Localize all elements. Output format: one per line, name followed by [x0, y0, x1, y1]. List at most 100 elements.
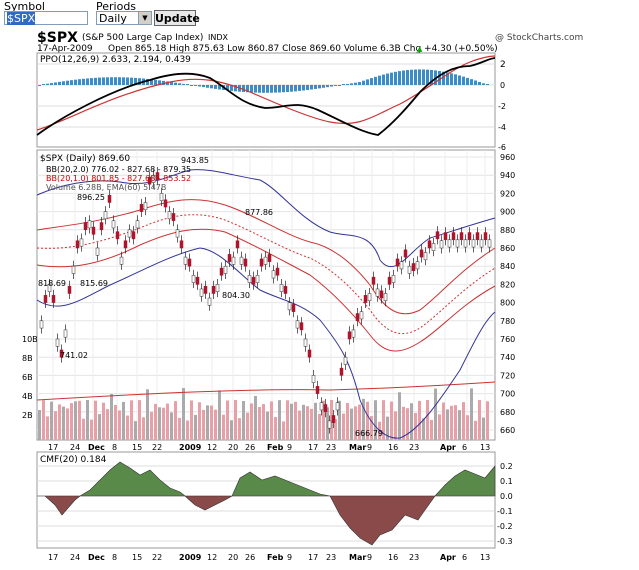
volume-bar: [42, 400, 45, 440]
annotation-818: 818.69: [38, 279, 66, 288]
ppo-histogram-bar: [402, 70, 405, 85]
periods-select-value: Daily: [99, 12, 127, 25]
price-candle: [311, 375, 316, 383]
price-candle: [71, 265, 76, 274]
annotation-666: 666.79: [355, 429, 383, 438]
update-button[interactable]: Update: [154, 10, 200, 26]
price-candle: [451, 232, 456, 241]
ppo-tick-4: -4: [498, 123, 506, 132]
x-axis-cmf: 17 24 Dec 8 15 22 2009 12 20 26 Feb 9 17 23 Mar 9 16 23 Ap…: [48, 553, 490, 562]
ppo-histogram-bar: [422, 69, 425, 85]
ppo-histogram-bar: [98, 77, 101, 85]
ppo-tick-1: 2: [500, 60, 506, 70]
volume-bar: [98, 414, 101, 440]
price-candle: [167, 211, 172, 220]
ppo-histogram-bar: [114, 77, 117, 85]
symbol-input[interactable]: $SPX: [4, 11, 88, 25]
ppo-histogram-bar: [58, 81, 61, 85]
ppo-histogram-bar: [126, 77, 129, 85]
volume-bar: [222, 414, 225, 440]
price-candle: [279, 284, 284, 292]
x-axis-label: Mar: [349, 553, 366, 562]
volume-bar: [54, 411, 57, 440]
ppo-histogram-bar: [406, 70, 409, 85]
x-axis-label: 16: [388, 553, 398, 562]
volume-bar: [354, 406, 357, 440]
price-tick: 660: [500, 426, 515, 435]
volume-tick: 8B: [22, 354, 33, 363]
price-candle: [267, 254, 272, 262]
bb-upper-2: [36, 169, 496, 268]
volume-bar: [166, 403, 169, 440]
bb-lower-1: [36, 228, 496, 352]
volume-bar: [366, 401, 369, 440]
volume-bar: [314, 402, 317, 440]
volume-bar: [90, 419, 93, 440]
copyright-text: @ StockCharts.com: [495, 33, 583, 43]
chevron-down-icon[interactable]: ▼: [138, 12, 151, 24]
price-tick: 700: [500, 390, 515, 399]
ppo-histogram-bar: [454, 74, 457, 85]
price-candle: [443, 232, 448, 241]
ppo-histogram-bar: [350, 83, 353, 85]
annotation-943: 943.85: [181, 156, 209, 165]
bb-upper-1: [36, 199, 496, 315]
volume-bar: [454, 405, 457, 440]
price-candle: [487, 239, 492, 248]
volume-bar: [242, 401, 245, 440]
price-candle: [395, 258, 400, 267]
x-axis-label: 8: [112, 443, 117, 452]
price-candle: [363, 295, 368, 303]
price-candle: [223, 265, 228, 274]
x-axis-label: 16: [388, 443, 398, 452]
ppo-histogram-bar: [342, 84, 345, 85]
ppo-histogram-bar: [46, 83, 49, 85]
ppo-histogram-bar: [374, 76, 377, 85]
annotation-877: 877.86: [245, 208, 273, 217]
x-axis-label: 23: [409, 553, 419, 562]
chart-ticker: $SPX: [37, 30, 78, 46]
price-candle: [483, 232, 488, 241]
volume-bar: [330, 400, 333, 440]
volume-bar: [142, 417, 145, 440]
price-candle: [275, 267, 280, 276]
price-candle: [271, 270, 276, 279]
volume-bar: [470, 388, 473, 440]
price-candle: [139, 204, 144, 212]
ppo-histogram-bar: [218, 85, 221, 90]
x-axis-label: 24: [70, 553, 80, 562]
price-tick: 780: [500, 317, 515, 326]
price-candle: [355, 313, 360, 322]
ppo-histogram-bar: [246, 85, 249, 93]
price-candle: [359, 311, 364, 320]
price-candle: [127, 229, 132, 238]
ppo-histogram-bar: [250, 85, 253, 93]
price-candle: [247, 275, 252, 283]
volume-bar: [278, 400, 281, 440]
x-axis-label: 23: [326, 553, 336, 562]
price-candle: [183, 256, 188, 265]
ppo-histogram-bar: [442, 71, 445, 85]
x-axis-label: 23: [409, 443, 419, 452]
x-axis-label: 17: [308, 443, 318, 452]
volume-bar: [186, 420, 189, 440]
price-candle: [187, 258, 192, 267]
periods-select[interactable]: Daily ▼: [96, 11, 152, 25]
cmf-tick-6: -0.3: [497, 537, 513, 546]
chart-exchange: INDX: [208, 33, 229, 42]
price-candle: [339, 367, 344, 376]
ppo-histogram-bar: [82, 78, 85, 85]
ppo-histogram-bar: [210, 85, 213, 89]
volume-bar: [262, 404, 265, 440]
price-candle: [99, 222, 104, 231]
ppo-histogram-bar: [414, 69, 417, 85]
x-axis-label: Dec: [88, 553, 105, 562]
volume-tick: 6B: [22, 373, 33, 382]
ppo-histogram-bar: [398, 71, 401, 85]
ppo-histogram-bar: [146, 78, 149, 85]
bb1-label: BB(20,2.0) 776.02 - 827.68 - 879.35: [46, 165, 191, 174]
ppo-histogram-bar: [118, 77, 121, 85]
ppo-histogram-bar: [170, 82, 173, 85]
volume-bar: [102, 402, 105, 440]
ppo-histogram-bar: [158, 80, 161, 85]
